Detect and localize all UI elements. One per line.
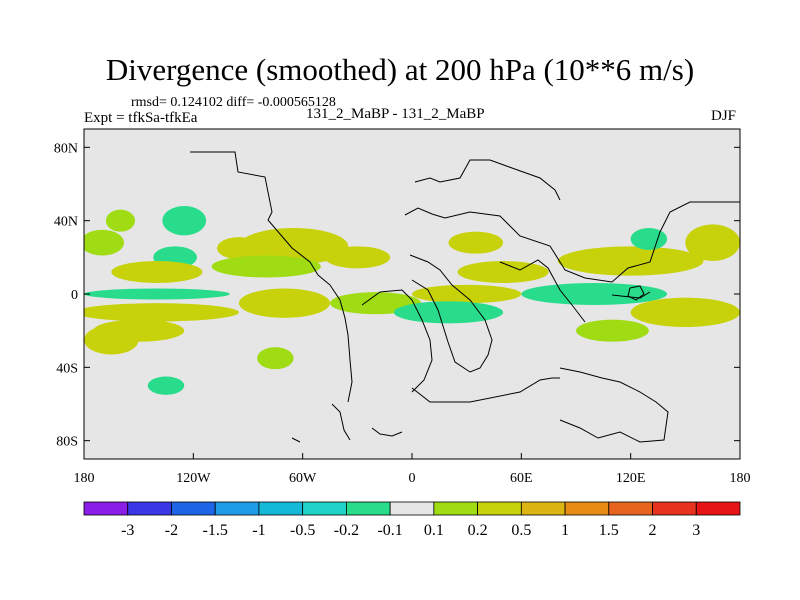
colorbar-swatch	[608, 501, 653, 516]
colorbar-swatch	[83, 501, 129, 516]
field-blob	[217, 237, 261, 260]
colorbar-swatch	[695, 501, 741, 516]
x-tick-label: 120E	[616, 471, 646, 486]
y-tick-label: 40N	[54, 215, 78, 230]
colorbar-label: -1.5	[203, 522, 228, 539]
colorbar-label: -3	[121, 522, 134, 539]
x-tick-label: 120W	[176, 471, 211, 486]
colorbar-label: -0.2	[334, 522, 359, 539]
colorbar-label: -2	[165, 522, 178, 539]
colorbar-swatch	[564, 501, 610, 516]
x-tick-label: 60W	[289, 471, 317, 486]
colorbar-swatch	[302, 501, 347, 516]
colorbar-label: 0.1	[424, 522, 444, 539]
field-blob	[412, 284, 522, 304]
field-blob	[238, 288, 330, 318]
colorbar-swatch	[652, 501, 697, 516]
colorbar-label: 1	[561, 522, 569, 539]
colorbar-swatch	[520, 501, 566, 516]
colorbar-swatch	[345, 501, 391, 516]
field-blob	[457, 261, 549, 283]
colorbar-label: 3	[692, 522, 700, 539]
colorbar-swatch	[258, 501, 304, 516]
y-axis: 80N 40N 0 40S 80S	[54, 141, 740, 450]
y-tick-label: 80N	[54, 141, 78, 156]
x-tick-label: 180	[730, 471, 751, 486]
y-tick-label: 40S	[56, 361, 78, 376]
colorbar-label: -1	[252, 522, 265, 539]
colorbar-label: -0.1	[377, 522, 402, 539]
divergence-field	[84, 206, 740, 395]
colorbar-label: 0.5	[511, 522, 531, 539]
field-blob	[576, 319, 649, 342]
field-blob	[521, 283, 668, 305]
experiment-label: Expt = tfkSa-tfkEa	[84, 110, 198, 126]
x-axis: 180 120W 60W 0 60E 120E 180	[74, 453, 751, 486]
field-blob	[685, 224, 740, 261]
field-blob	[448, 231, 504, 254]
colorbar-label: 2	[649, 522, 657, 539]
field-blob	[393, 301, 504, 324]
field-blob	[324, 246, 391, 269]
y-tick-label: 0	[71, 288, 78, 303]
colorbar-label: -0.5	[290, 522, 315, 539]
field-blob	[238, 228, 349, 265]
colorbar: -3 -2 -1.5 -1 -0.5 -0.2 -0.1 0.1 0.2 0.5 1 1.5 2 3	[83, 501, 741, 539]
field-blob	[630, 297, 740, 328]
colorbar-swatch	[214, 501, 260, 516]
colorbar-swatch	[433, 501, 479, 516]
field-blob	[84, 288, 230, 300]
field-blob	[111, 261, 203, 283]
colorbar-swatch	[171, 501, 216, 516]
colorbar-label: 0.2	[468, 522, 488, 539]
field-blob	[257, 347, 294, 370]
x-tick-label: 0	[409, 471, 416, 486]
field-blob	[630, 228, 668, 250]
field-blob	[557, 246, 704, 276]
colorbar-swatch	[477, 501, 522, 516]
field-blob	[105, 209, 136, 232]
field-blob	[211, 255, 321, 278]
season-label: DJF	[711, 108, 737, 124]
chart-title: Divergence (smoothed) at 200 hPa (10**6 …	[105, 52, 695, 87]
coastlines	[190, 151, 740, 443]
x-tick-label: 60E	[510, 471, 533, 486]
y-tick-label: 80S	[56, 435, 78, 450]
colorbar-swatch	[127, 501, 172, 516]
field-blob	[84, 325, 139, 355]
stats-text: rmsd= 0.124102 diff= -0.000565128	[131, 95, 336, 110]
colorbar-label: 1.5	[599, 522, 619, 539]
field-blob	[84, 303, 239, 322]
x-tick-label: 180	[74, 471, 95, 486]
colorbar-swatch	[389, 501, 435, 516]
case-label: 131_2_MaBP - 131_2_MaBP	[306, 106, 485, 122]
field-blob	[84, 229, 125, 256]
field-blob	[162, 206, 207, 236]
field-blob	[147, 376, 185, 395]
